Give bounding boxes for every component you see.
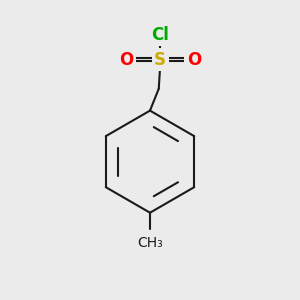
Text: CH₃: CH₃ bbox=[137, 236, 163, 250]
Text: Cl: Cl bbox=[151, 26, 169, 44]
Text: S: S bbox=[154, 51, 166, 69]
Text: O: O bbox=[187, 51, 201, 69]
Text: O: O bbox=[119, 51, 134, 69]
